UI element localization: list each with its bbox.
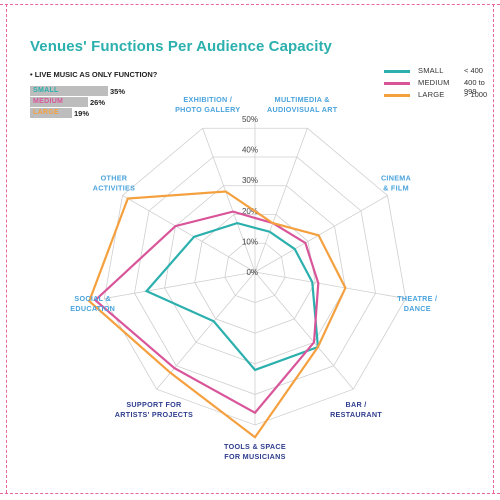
category-label-line: MULTIMEDIA &	[275, 95, 330, 104]
grid-spoke-3	[254, 271, 354, 390]
category-label-line: EXHIBITION /	[183, 95, 232, 104]
legend-range-medium: 400 to 999	[464, 78, 485, 96]
legend-item-large: LARGE > 1000	[384, 90, 494, 100]
category-label-line: EDUCATION	[70, 304, 115, 313]
tick-label-40: 40%	[242, 146, 258, 155]
minibar-label-small: SMALL	[33, 87, 59, 94]
minibar-medium	[30, 97, 88, 107]
grid-ring-30	[164, 185, 346, 365]
legend-range-small: < 400	[464, 66, 483, 75]
category-label-3: BAR / RESTAURANT	[330, 400, 382, 419]
category-label-line: & FILM	[383, 184, 409, 193]
minibar-value-small: 35%	[110, 87, 126, 96]
legend-name-medium: MEDIUM	[418, 78, 450, 87]
grid-spoke-5	[156, 271, 256, 390]
legend-name-large: LARGE	[418, 90, 445, 99]
series-line-large	[87, 190, 347, 439]
minibar-value-large: 19%	[74, 109, 90, 118]
legend-name-small: SMALL	[418, 66, 444, 75]
series-line-small	[144, 221, 320, 372]
category-label-8: EXHIBITION / PHOTO GALLERY	[175, 95, 240, 114]
chart-title: Venues' Functions Per Audience Capacity	[30, 38, 332, 55]
category-label-line: BAR /	[346, 400, 367, 409]
category-label-line: TOOLS & SPACE	[224, 442, 286, 451]
grid-spoke-7	[122, 195, 256, 273]
tick-label-10: 10%	[242, 237, 258, 246]
grid-spoke-2	[254, 271, 406, 299]
category-label-line: DANCE	[404, 304, 431, 313]
grid-spoke-0	[254, 128, 308, 273]
category-label-line: SOCIAL &	[74, 294, 111, 303]
legend-item-small: SMALL < 400	[384, 66, 494, 76]
minibar-value-medium: 26%	[90, 98, 106, 107]
category-label-line: PHOTO GALLERY	[175, 105, 240, 114]
legend-swatch-medium	[384, 82, 410, 85]
legend-swatch-large	[384, 94, 410, 97]
legend-range-large: > 1000	[464, 90, 488, 99]
category-label-0: MULTIMEDIA & AUDIOVISUAL ART	[267, 95, 338, 114]
tick-label-0: 0%	[246, 268, 258, 277]
grid-spoke-8	[202, 128, 256, 273]
category-label-line: RESTAURANT	[330, 410, 382, 419]
grid-ring-40	[134, 156, 376, 395]
category-label-1: CINEMA & FILM	[381, 174, 411, 193]
category-label-line: FOR MUSICIANS	[224, 452, 285, 461]
category-label-line: CINEMA	[381, 174, 411, 183]
category-label-line: SUPPORT FOR	[126, 400, 182, 409]
category-label-line: OTHER	[101, 174, 128, 183]
live-music-question: • LIVE MUSIC AS ONLY FUNCTION?	[30, 70, 158, 79]
category-label-line: ACTIVITIES	[93, 184, 136, 193]
page-frame	[6, 4, 494, 493]
legend-item-medium: MEDIUM 400 to 999	[384, 78, 494, 96]
frame-bottom-border	[0, 493, 500, 494]
minibar-label-large: LARGE	[33, 109, 59, 116]
series-line-medium	[93, 210, 320, 415]
tick-label-20: 20%	[242, 207, 258, 216]
minibar-label-medium: MEDIUM	[33, 98, 64, 105]
tick-label-50: 50%	[242, 115, 258, 124]
category-label-line: AUDIOVISUAL ART	[267, 105, 338, 114]
tick-label-30: 30%	[242, 176, 258, 185]
grid-ring-10	[224, 242, 286, 304]
grid-spoke-1	[254, 195, 388, 273]
category-label-6: SOCIAL & EDUCATION	[70, 294, 115, 313]
grid-spoke-6	[104, 271, 256, 299]
grid-ring-50	[103, 127, 407, 426]
category-label-line: ARTISTS' PROJECTS	[115, 410, 193, 419]
frame-top-border	[0, 4, 500, 5]
category-label-4: TOOLS & SPACE FOR MUSICIANS	[224, 442, 286, 461]
category-label-line: THEATRE /	[397, 294, 437, 303]
legend-swatch-small	[384, 70, 410, 73]
category-label-5: SUPPORT FOR ARTISTS' PROJECTS	[115, 400, 193, 419]
minibar-small	[30, 86, 108, 96]
minibar-large	[30, 108, 72, 118]
category-label-7: OTHER ACTIVITIES	[93, 174, 136, 193]
category-label-2: THEATRE / DANCE	[397, 294, 437, 313]
